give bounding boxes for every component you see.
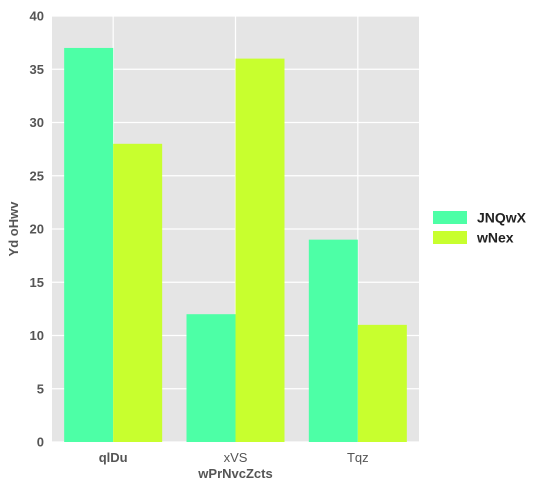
y-tick-label: 10 <box>30 328 44 343</box>
legend: JNQwX wNex <box>433 210 527 246</box>
y-tick-labels: 0 5 10 15 20 25 30 35 40 <box>30 9 44 450</box>
y-tick-label: 35 <box>30 62 44 77</box>
legend-label: wNex <box>476 230 514 246</box>
bar-wNex <box>113 143 163 443</box>
bar-JNQwX <box>186 314 236 442</box>
x-axis-title: wPrNvcZcts <box>197 466 272 481</box>
y-axis-title: Yd oHwv <box>6 201 21 257</box>
y-tick-label: 15 <box>30 275 44 290</box>
x-tick-label: xVS <box>224 450 248 465</box>
x-tick-labels: qlDu xVS Tqz <box>99 450 369 465</box>
x-tick-label: Tqz <box>347 450 369 465</box>
y-tick-label: 20 <box>30 222 44 237</box>
y-tick-label: 30 <box>30 115 44 130</box>
legend-swatch <box>433 211 467 224</box>
y-tick-label: 0 <box>37 435 44 450</box>
y-tick-label: 5 <box>37 381 44 396</box>
bar-JNQwX <box>308 239 358 442</box>
y-tick-label: 40 <box>30 9 44 24</box>
bar-wNex <box>357 324 407 442</box>
y-tick-label: 25 <box>30 168 44 183</box>
x-tick-label: qlDu <box>99 450 128 465</box>
bar-wNex <box>235 58 285 442</box>
legend-label: JNQwX <box>477 210 527 226</box>
bars <box>64 47 407 443</box>
legend-swatch <box>433 231 467 244</box>
bar-JNQwX <box>64 47 114 442</box>
